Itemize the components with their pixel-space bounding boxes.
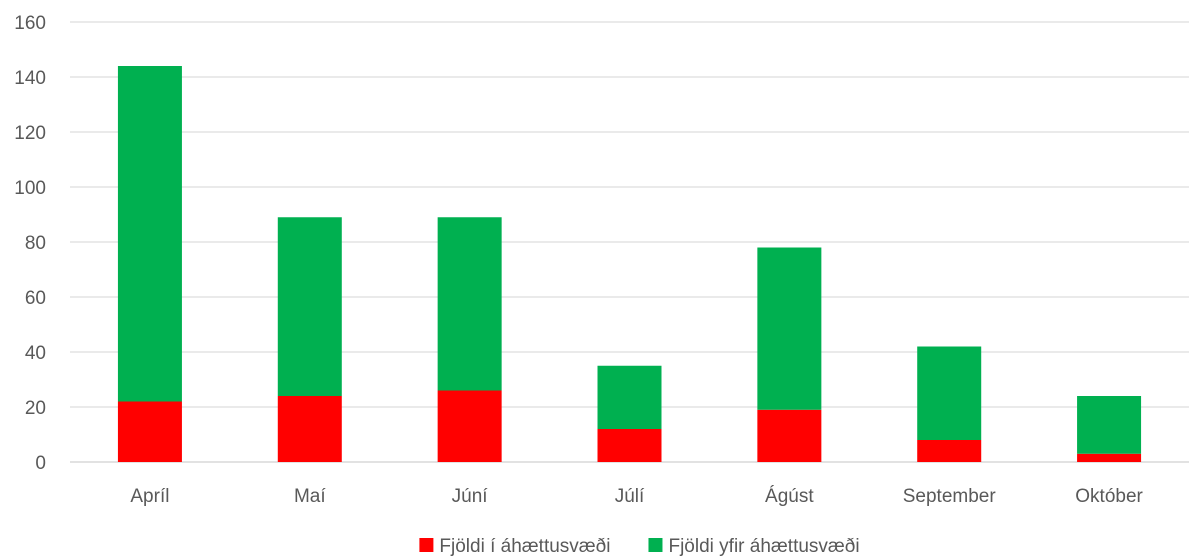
legend-label: Fjöldi í áhættusvæði — [439, 536, 610, 557]
bar-above-risk-zone — [757, 247, 822, 410]
bar-in-risk-zone — [757, 409, 822, 462]
x-tick-label: Júní — [452, 486, 489, 507]
bar-in-risk-zone — [437, 390, 502, 462]
legend: Fjöldi í áhættusvæði Fjöldi yfir áhættusv… — [419, 536, 860, 557]
bar-above-risk-zone — [117, 66, 182, 402]
legend-item: Fjöldi í áhættusvæði — [419, 536, 610, 557]
x-tick-label: Maí — [294, 486, 326, 507]
bar-above-risk-zone — [917, 346, 982, 440]
x-tick-label: September — [903, 486, 997, 507]
bar-above-risk-zone — [597, 365, 662, 429]
bar-in-risk-zone — [117, 401, 182, 462]
y-tick-label: 120 — [14, 123, 46, 144]
bar-in-risk-zone — [277, 396, 342, 462]
y-tick-label: 60 — [25, 288, 46, 309]
y-tick-label: 0 — [35, 453, 46, 474]
x-tick-label: Júlí — [615, 486, 645, 507]
y-tick-label: 40 — [25, 343, 46, 364]
bar-in-risk-zone — [917, 440, 982, 462]
gridlines — [70, 21, 1189, 463]
bar-above-risk-zone — [1077, 396, 1142, 454]
legend-label: Fjöldi yfir áhættusvæði — [668, 536, 859, 557]
y-axis-tick-labels: 0 20 40 60 80 100 120 140 160 — [14, 13, 46, 474]
bar-in-risk-zone — [597, 429, 662, 462]
legend-item: Fjöldi yfir áhættusvæði — [648, 536, 860, 557]
x-tick-label: Apríl — [130, 486, 169, 507]
bar-series — [117, 66, 1142, 462]
bar-above-risk-zone — [277, 217, 342, 396]
legend-swatch — [419, 538, 434, 552]
y-tick-label: 140 — [14, 68, 46, 89]
y-tick-label: 160 — [14, 13, 46, 34]
y-tick-label: 100 — [14, 178, 46, 199]
y-tick-label: 20 — [25, 398, 46, 419]
bar-above-risk-zone — [437, 217, 502, 391]
legend-swatch — [648, 538, 663, 552]
y-tick-label: 80 — [25, 233, 46, 254]
x-tick-label: Október — [1075, 486, 1143, 507]
x-axis: Apríl Maí Júní Júlí Ágúst September Október — [130, 486, 1143, 507]
bar-in-risk-zone — [1077, 453, 1142, 462]
x-tick-label: Ágúst — [765, 486, 814, 507]
